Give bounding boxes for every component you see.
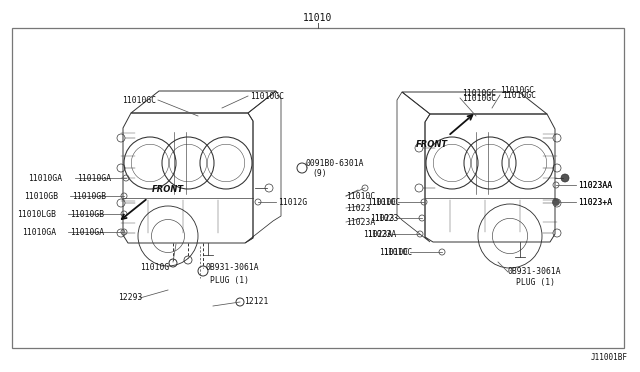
Text: 11023: 11023 (370, 214, 394, 222)
Text: 11010GA: 11010GA (77, 173, 111, 183)
Text: 11023AA: 11023AA (578, 180, 612, 189)
Text: 12293: 12293 (118, 294, 142, 302)
Text: 11010GC: 11010GC (502, 90, 536, 99)
Text: 11010GB: 11010GB (72, 192, 106, 201)
Text: 11023+A: 11023+A (578, 198, 612, 206)
Text: 11023A: 11023A (367, 230, 396, 238)
Text: 11010GA: 11010GA (28, 173, 62, 183)
Text: J11001BF: J11001BF (591, 353, 628, 362)
Text: FRONT: FRONT (416, 140, 448, 149)
Text: (9): (9) (312, 169, 326, 177)
Bar (12, 28, 624, 348)
Text: 11023A: 11023A (346, 218, 375, 227)
Text: 11010LGB: 11010LGB (17, 209, 56, 218)
Text: 11010C: 11010C (371, 198, 400, 206)
Text: 11010GB: 11010GB (70, 209, 104, 218)
Text: 0091B0-6301A: 0091B0-6301A (306, 158, 365, 167)
Text: PLUG (1): PLUG (1) (516, 278, 555, 286)
Text: 11023: 11023 (346, 203, 371, 212)
Text: 11012G: 11012G (278, 198, 307, 206)
Text: 11010G: 11010G (140, 263, 169, 273)
Text: 11023A: 11023A (363, 230, 392, 238)
Text: 11010: 11010 (303, 13, 333, 23)
Text: 11010C: 11010C (379, 247, 408, 257)
Text: 11010GC: 11010GC (462, 93, 496, 103)
Text: 11010GC: 11010GC (250, 92, 284, 100)
Text: 12121: 12121 (244, 298, 268, 307)
Text: 11023AA: 11023AA (578, 180, 612, 189)
Text: FRONT: FRONT (152, 185, 184, 194)
Text: 11010GC: 11010GC (500, 86, 534, 95)
Text: 11010GA: 11010GA (22, 228, 56, 237)
Text: 11010GC: 11010GC (122, 96, 156, 105)
Circle shape (561, 174, 569, 182)
Text: 11010GC: 11010GC (462, 89, 496, 98)
Text: 11010GA: 11010GA (70, 228, 104, 237)
Text: 11010C: 11010C (383, 247, 412, 257)
Text: 11010GB: 11010GB (24, 192, 58, 201)
Text: 0B931-3061A: 0B931-3061A (205, 263, 259, 273)
Text: PLUG (1): PLUG (1) (210, 276, 249, 285)
Text: 11023: 11023 (374, 214, 398, 222)
Text: 0B931-3061A: 0B931-3061A (508, 267, 562, 276)
Text: 11010C: 11010C (346, 192, 375, 201)
Text: 11010C: 11010C (367, 198, 396, 206)
Circle shape (552, 199, 559, 205)
Text: 11023+A: 11023+A (578, 198, 612, 206)
